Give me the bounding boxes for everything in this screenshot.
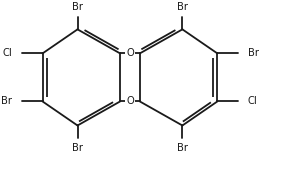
Text: Br: Br: [177, 143, 188, 153]
Text: Br: Br: [72, 143, 83, 153]
Text: Br: Br: [1, 96, 12, 106]
Text: Cl: Cl: [2, 48, 12, 58]
Text: Cl: Cl: [248, 96, 257, 106]
Text: Br: Br: [72, 2, 83, 12]
Text: Br: Br: [248, 48, 259, 58]
Text: O: O: [126, 96, 134, 106]
Text: Br: Br: [177, 2, 188, 12]
Text: O: O: [126, 48, 134, 58]
